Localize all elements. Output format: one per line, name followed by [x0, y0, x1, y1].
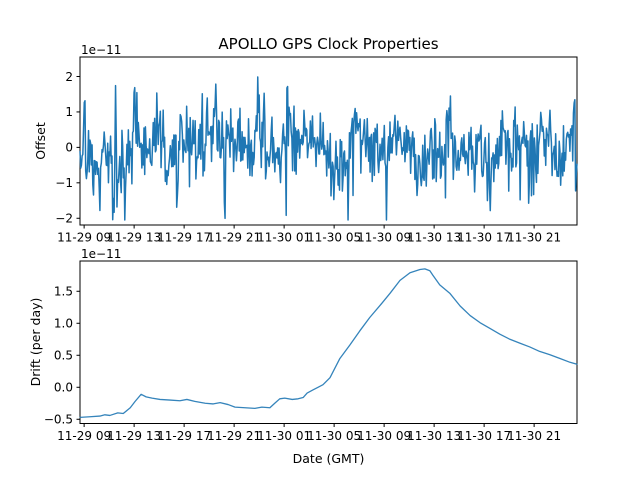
y-tick-label: −0.5: [44, 413, 73, 427]
x-tick-label: 11-29 21: [207, 231, 261, 245]
x-tick-label: 11-30 13: [407, 429, 461, 443]
x-tick-label: 11-30 09: [357, 429, 411, 443]
x-tick-label: 11-30 05: [307, 231, 361, 245]
y-tick-label: 1.0: [54, 317, 73, 331]
top-y-scale-offset-label: 1e−11: [81, 43, 121, 57]
y-tick-label: 0.0: [54, 381, 73, 395]
y-tick-label: 1: [65, 105, 73, 119]
x-tick-label: 11-30 17: [457, 231, 511, 245]
x-tick-label: 11-29 21: [207, 429, 261, 443]
x-tick-label: 11-30 09: [357, 231, 411, 245]
chart-title: APOLLO GPS Clock Properties: [218, 35, 438, 53]
y-tick-label: −1: [55, 176, 73, 190]
x-tick-label: 11-30 17: [457, 429, 511, 443]
x-tick-label: 11-30 13: [407, 231, 461, 245]
axes-frame: [79, 56, 578, 226]
top-ylabel: Offset: [33, 122, 48, 160]
offset-noise-trace: [79, 76, 578, 221]
xlabel: Date (GMT): [293, 451, 365, 466]
y-tick-label: 2: [65, 70, 73, 84]
x-tick-label: 11-30 21: [507, 231, 561, 245]
x-tick-label: 11-29 13: [107, 231, 161, 245]
x-tick-label: 11-29 13: [107, 429, 161, 443]
x-tick-label: 11-30 01: [257, 429, 311, 443]
x-tick-label: 11-29 17: [157, 231, 211, 245]
bottom-ylabel: Drift (per day): [28, 298, 43, 387]
x-tick-label: 11-29 09: [57, 429, 111, 443]
y-tick-label: 0: [65, 141, 73, 155]
x-tick-label: 11-30 21: [507, 429, 561, 443]
drift-trace: [79, 268, 578, 419]
axes-frame: [79, 260, 578, 424]
y-tick-label: 1.5: [54, 285, 73, 299]
y-tick-label: −2: [55, 212, 73, 226]
x-tick-label: 11-29 17: [157, 429, 211, 443]
x-tick-label: 11-30 01: [257, 231, 311, 245]
x-tick-label: 11-29 09: [57, 231, 111, 245]
y-tick-label: 0.5: [54, 349, 73, 363]
x-tick-label: 11-30 05: [307, 429, 361, 443]
bottom-y-scale-offset-label: 1e−11: [81, 247, 121, 261]
